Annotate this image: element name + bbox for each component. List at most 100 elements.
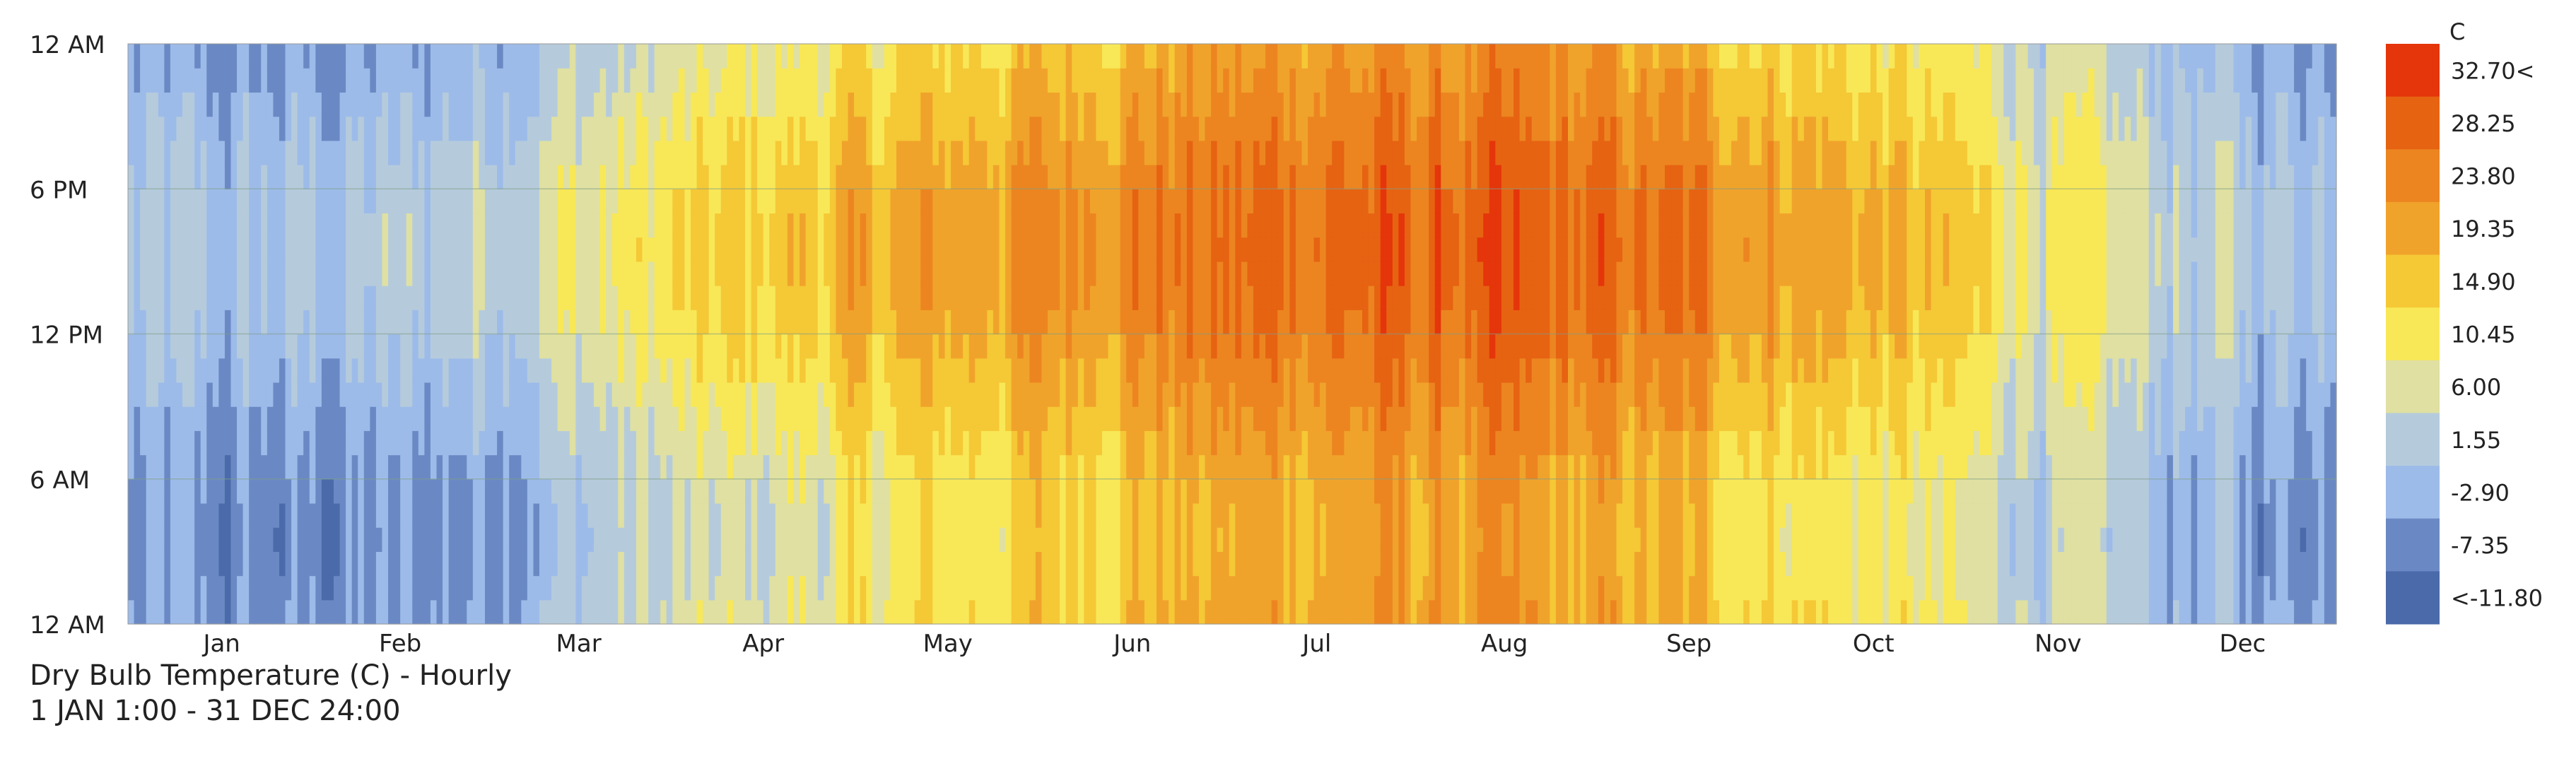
heatmap-cell [1047, 406, 1055, 431]
heatmap-cell [817, 430, 824, 456]
heatmap-cell [884, 406, 891, 431]
heatmap-cell [1114, 189, 1121, 214]
heatmap-cell [769, 237, 776, 262]
heatmap-cell [1332, 213, 1339, 238]
heatmap-cell [836, 382, 843, 407]
heatmap-cell [1350, 261, 1357, 286]
heatmap-cell [545, 286, 552, 310]
heatmap-cell [914, 454, 921, 480]
heatmap-cell [1169, 68, 1176, 93]
heatmap-cell [448, 478, 455, 504]
heatmap-cell [315, 358, 322, 383]
heatmap-cell [237, 237, 244, 262]
heatmap-cell [1362, 430, 1369, 456]
heatmap-cell [575, 430, 582, 456]
heatmap-cell [1089, 478, 1097, 504]
heatmap-cell [1350, 189, 1357, 214]
heatmap-cell [1029, 527, 1036, 552]
heatmap-cell [351, 140, 358, 165]
heatmap-cell [1053, 261, 1060, 286]
heatmap-cell [1356, 237, 1363, 262]
heatmap-cell [854, 406, 861, 431]
heatmap-cell [557, 382, 564, 407]
heatmap-cell [1101, 261, 1109, 286]
heatmap-cell [1150, 358, 1157, 383]
heatmap-cell [1374, 382, 1381, 407]
heatmap-cell [412, 165, 419, 189]
heatmap-cell [261, 334, 268, 359]
heatmap-cell [339, 261, 346, 286]
heatmap-cell [1271, 189, 1278, 214]
heatmap-cell [829, 92, 836, 117]
heatmap-cell [1060, 478, 1067, 504]
heatmap-cell [836, 334, 843, 359]
heatmap-cell [515, 189, 522, 214]
heatmap-cell [944, 478, 952, 504]
heatmap-cell [1350, 358, 1357, 383]
heatmap-cell [599, 189, 607, 214]
heatmap-cell [860, 140, 867, 165]
heatmap-cell [1380, 382, 1387, 407]
heatmap-cell [206, 286, 213, 310]
heatmap-cell [1144, 478, 1152, 504]
heatmap-cell [1060, 358, 1067, 383]
heatmap-cell [763, 189, 770, 214]
heatmap-cell [1132, 358, 1139, 383]
heatmap-cell [1259, 358, 1266, 383]
heatmap-cell [455, 430, 462, 456]
heatmap-cell [678, 502, 686, 528]
heatmap-cell [775, 310, 782, 335]
heatmap-cell [569, 237, 576, 262]
heatmap-cell [363, 502, 370, 528]
heatmap-cell [370, 68, 377, 93]
heatmap-cell [321, 165, 329, 189]
heatmap-cell [242, 261, 250, 286]
heatmap-cell [1053, 165, 1060, 189]
heatmap-cell [467, 334, 474, 359]
heatmap-cell [1169, 382, 1176, 407]
heatmap-cell [630, 478, 637, 504]
heatmap-cell [1265, 44, 1272, 69]
heatmap-cell [1089, 502, 1097, 528]
heatmap-cell [1114, 165, 1121, 189]
heatmap-cell [412, 502, 419, 528]
heatmap-cell [406, 334, 413, 359]
heatmap-cell [812, 92, 819, 117]
heatmap-cell [684, 165, 691, 189]
heatmap-cell [908, 502, 915, 528]
heatmap-cell [575, 237, 582, 262]
heatmap-cell [1041, 551, 1048, 577]
heatmap-cell [1344, 92, 1351, 117]
heatmap-cell [666, 430, 673, 456]
heatmap-cell [406, 68, 413, 93]
heatmap-cell [1344, 454, 1351, 480]
heatmap-cell [194, 430, 201, 456]
heatmap-cell [896, 575, 903, 601]
heatmap-cell [1325, 551, 1333, 577]
heatmap-cell [1241, 406, 1248, 431]
heatmap-cell [484, 334, 492, 359]
heatmap-cell [963, 92, 970, 117]
heatmap-cell [951, 286, 958, 310]
heatmap-cell [321, 92, 329, 117]
heatmap-cell [817, 382, 824, 407]
heatmap-cell [727, 165, 734, 189]
heatmap-cell [1253, 478, 1260, 504]
heatmap-cell [1053, 406, 1060, 431]
heatmap-cell [194, 189, 201, 214]
heatmap-cell [557, 189, 564, 214]
heatmap-cell [467, 430, 474, 456]
heatmap-cell [327, 502, 334, 528]
heatmap-cell [351, 261, 358, 286]
heatmap-cell [370, 551, 377, 577]
heatmap-cell [460, 478, 467, 504]
heatmap-cell [1144, 382, 1152, 407]
heatmap-cell [309, 551, 316, 577]
heatmap-cell [128, 261, 135, 286]
heatmap-cell [666, 551, 673, 577]
heatmap-cell [618, 310, 625, 335]
heatmap-cell [708, 286, 715, 310]
heatmap-cell [140, 92, 147, 117]
heatmap-cell [1247, 92, 1254, 117]
heatmap-cell [968, 116, 976, 141]
